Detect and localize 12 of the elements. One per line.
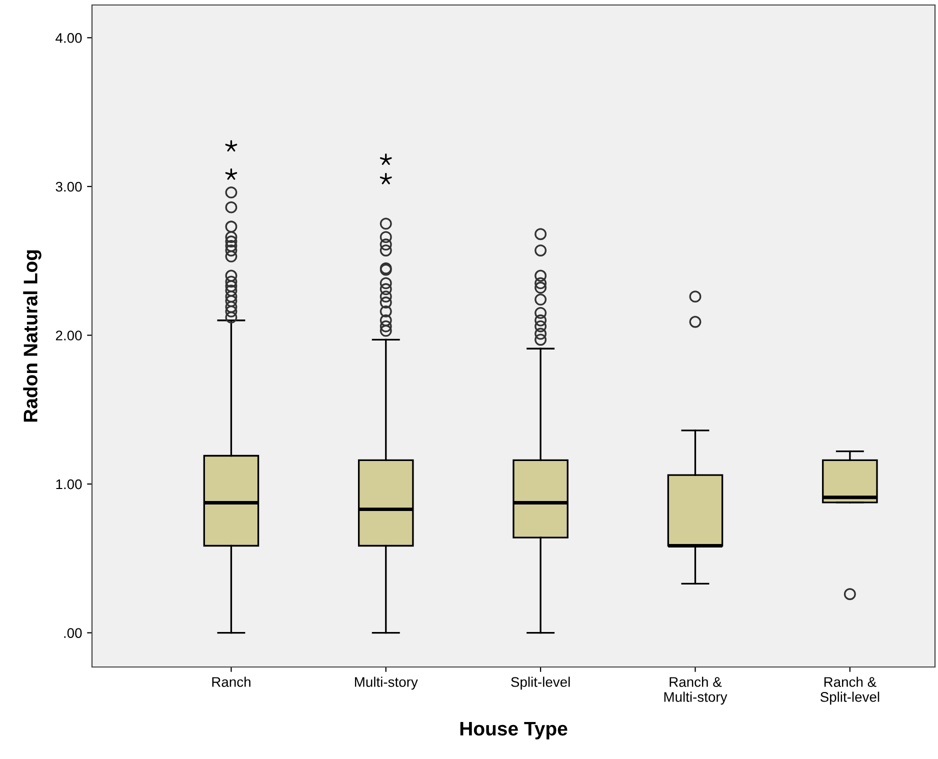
y-tick-label: 4.00 [56, 33, 82, 43]
y-axis-title: Radon Natural Log [23, 250, 42, 422]
x-axis-title: House Type [460, 722, 568, 740]
x-tick-label: Split-level [511, 676, 570, 690]
y-tick-label: .00 [64, 628, 82, 638]
y-tick-label: 1.00 [56, 479, 82, 490]
x-tick-label: Ranch [212, 676, 250, 687]
x-tick-label: Ranch & Split-level [820, 676, 880, 705]
y-tick-label: 3.00 [56, 182, 82, 192]
x-tick-label: Ranch & Multi-story [664, 676, 728, 705]
y-tick-label: 2.00 [56, 330, 82, 340]
x-tick-label: Multi-story [355, 676, 418, 690]
